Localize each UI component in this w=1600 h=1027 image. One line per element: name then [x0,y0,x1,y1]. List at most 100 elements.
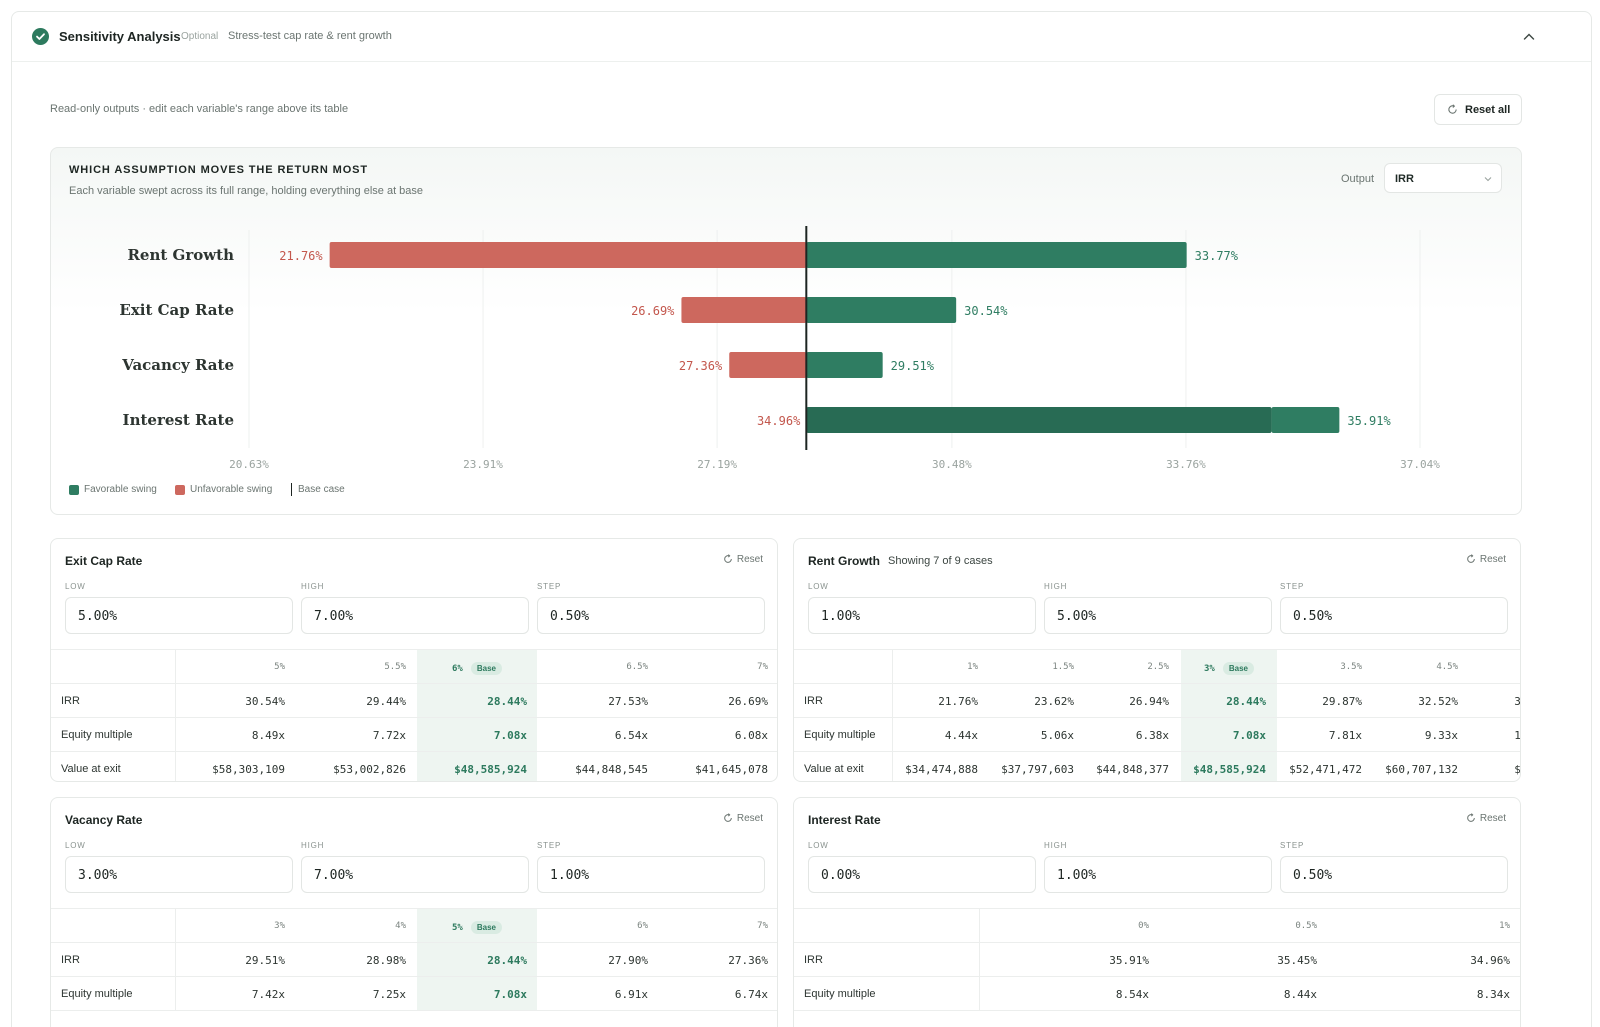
table-cell: 27.36% [728,954,768,967]
step-input[interactable]: 1.00% [537,856,765,893]
high-label: HIGH [301,582,325,591]
category-label: Interest Rate [123,411,234,429]
table-cell: 7.08x [493,988,527,1001]
base-badge: Base [1222,662,1254,675]
table-cell: 23.62% [1034,695,1074,708]
column-divider [892,650,893,781]
low-input[interactable]: 3.00% [65,856,293,893]
step-input[interactable]: 0.50% [537,597,765,634]
table-cell: 6.08x [734,729,768,742]
column-header: 1% [967,662,978,672]
reset-label: Reset [736,554,763,565]
row-label: IRR [61,695,80,707]
column-header: 6% Base [417,662,537,675]
reset-button[interactable]: Reset [1467,554,1506,565]
table-cell: 10.13x [1514,729,1521,742]
reset-button[interactable]: Reset [724,813,763,824]
high-input[interactable]: 7.00% [301,597,529,634]
table-cell: $65,06 [1514,763,1521,776]
low-value: 0.00% [821,868,861,883]
tornado-title: WHICH ASSUMPTION MOVES THE RETURN MOST [69,164,369,176]
chevron-up-icon[interactable] [1520,28,1538,46]
reset-button[interactable]: Reset [1467,813,1506,824]
reset-all-button[interactable]: Reset all [1434,94,1522,125]
row-label: Value at exit [61,763,121,775]
high-input[interactable]: 5.00% [1044,597,1272,634]
optional-tag: Optional [181,31,219,42]
table-cell: $41,645,078 [695,763,768,776]
section-subtitle: Stress-test cap rate & rent growth [228,30,392,42]
tornado-chart: 20.63% 23.91% 27.19% 30.48% 33.76% 37.04% Rent… [119,226,1440,471]
unfavorable-bar [681,297,807,323]
row-label: Equity multiple [61,729,133,741]
refresh-icon [1467,554,1475,563]
refresh-icon [1448,104,1457,114]
x-tick-label: 33.76% [1166,458,1206,471]
x-tick-label: 30.48% [932,458,972,471]
low-value: 3.00% [78,868,118,883]
table-cell: $44,848,545 [575,763,648,776]
table-cell: 7.81x [1328,729,1362,742]
category-label: Vacancy Rate [121,356,234,374]
x-tick-label: 23.91% [463,458,503,471]
case-count: Showing 7 of 9 cases [888,555,993,567]
column-header: 4.5% [1436,662,1458,672]
table-cell: 33.77% [1514,695,1521,708]
table-row: Equity multiple 4.44x 5.06x 6.38x 7.08x 7.81x… [794,718,1520,752]
low-value: 5.00% [78,609,118,624]
sensitivity-table: 1% 1.5% 2.5% 3%Base 3.5% 4.5%5% IRR 21.76% 23.62… [794,649,1521,781]
column-header: 2.5% [1147,662,1169,672]
table-row: Equity multiple 8.54x 8.44x 8.34x [794,977,1520,1011]
table-cell: $48,585,924 [454,763,527,776]
reset-label: Reset [1479,813,1506,824]
low-input[interactable]: 0.00% [808,856,1036,893]
column-header: 7% [757,662,768,672]
row-label: Equity multiple [804,729,876,741]
output-select[interactable]: IRR [1384,163,1502,193]
column-header: 1.5% [1052,662,1074,672]
column-divider [175,650,176,781]
low-input[interactable]: 1.00% [808,597,1036,634]
section-title: Sensitivity Analysis [59,29,181,44]
table-cell: $48,585,924 [1193,763,1266,776]
table-cell: 7.08x [1232,729,1266,742]
high-label: HIGH [1044,841,1068,850]
favorable-bar [806,297,957,323]
column-header: 4% [395,921,406,931]
x-tick-label: 37.04% [1400,458,1440,471]
high-input[interactable]: 7.00% [301,856,529,893]
column-header: 1% [1499,921,1510,931]
column-header: 6% [637,921,648,931]
table-cell: 35.45% [1277,954,1317,967]
row-label: Equity multiple [61,988,133,1000]
high-label: HIGH [301,841,325,850]
card-title: Interest Rate [808,813,881,827]
reset-button[interactable]: Reset [724,554,763,565]
column-header: 3% Base [1181,662,1277,675]
low-value-label: 34.96% [757,414,801,428]
column-header: 0% [1138,921,1149,931]
table-cell: 8.54x [1115,988,1149,1001]
row-label: Equity multiple [804,988,876,1000]
reset-label: Reset [1479,554,1506,565]
low-input[interactable]: 5.00% [65,597,293,634]
table-row: Value at exit $34,474,888 $37,797,603 $44,8… [794,752,1521,781]
low-value-label: 27.36% [679,359,723,373]
vacancy-rate-card: Vacancy Rate Reset LOW 3.00% HIGH 7.00% STEP 1.… [50,797,778,1027]
table-header-row: 5% 5.5% 6% Base 6.5% 7% [51,650,777,684]
low-label: LOW [808,841,829,850]
table-header-row: 0% 0.5% 1% [794,909,1520,943]
table-cell: 29.51% [245,954,285,967]
step-value: 0.50% [550,609,590,624]
column-header: 5% [1434,662,1520,672]
table-cell: 30.54% [245,695,285,708]
table-cell: 6.91x [614,988,648,1001]
step-input[interactable]: 0.50% [1280,856,1508,893]
row-label: IRR [61,954,80,966]
table-cell: 6.38x [1135,729,1169,742]
step-input[interactable]: 0.50% [1280,597,1508,634]
table-cell: 7.25x [372,988,406,1001]
section-header[interactable]: Sensitivity Analysis Optional Stress-tes… [12,12,1591,62]
high-input[interactable]: 1.00% [1044,856,1272,893]
table-cell: 26.69% [728,695,768,708]
